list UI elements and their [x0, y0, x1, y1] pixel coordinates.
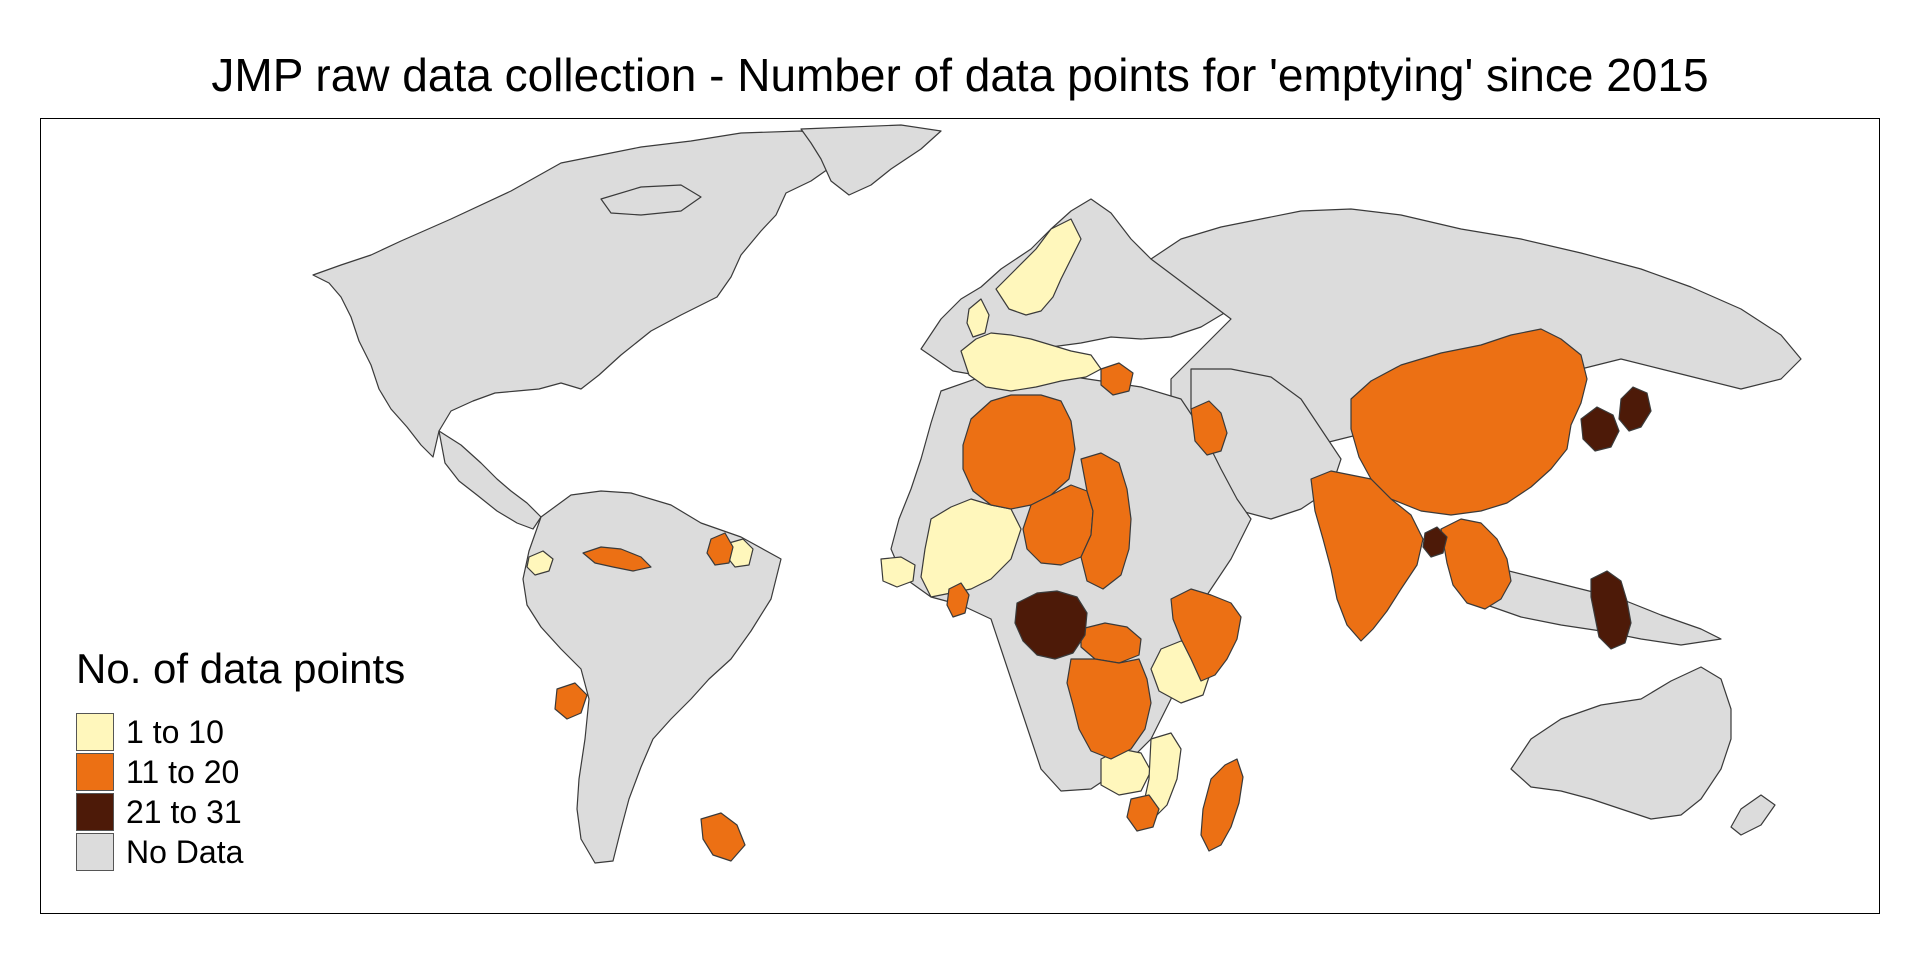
- region-bangladesh: [1422, 526, 1448, 558]
- region-belarus: [1100, 362, 1134, 396]
- legend-item-mid: 11 to 20: [76, 752, 405, 792]
- region-nigeria: [1014, 590, 1088, 660]
- legend-item-low: 1 to 10: [76, 712, 405, 752]
- region-ethiopia-somalia: [1170, 588, 1242, 682]
- map-frame: [40, 118, 1880, 914]
- legend-item-high: 21 to 31: [76, 792, 405, 832]
- legend-swatch-mid: [76, 753, 114, 791]
- region-chad: [1080, 452, 1132, 590]
- region-new-zealand: [1730, 794, 1776, 836]
- region-senegal-gambia: [880, 556, 916, 588]
- region-guyana: [706, 532, 734, 566]
- region-zimbabwe: [1126, 794, 1160, 832]
- legend-swatch-high: [76, 793, 114, 831]
- region-ghana: [946, 582, 970, 618]
- legend: No. of data points 1 to 10 11 to 20 21 t…: [76, 648, 405, 872]
- world-map: [312, 124, 1802, 864]
- region-uk: [966, 298, 990, 338]
- region-ecuador: [554, 682, 588, 720]
- region-south-america: [522, 490, 782, 864]
- legend-swatch-low: [76, 713, 114, 751]
- region-cuba: [582, 546, 652, 572]
- region-algeria: [962, 394, 1076, 510]
- region-mozambique: [1142, 732, 1182, 820]
- region-india: [1310, 470, 1424, 642]
- legend-label-low: 1 to 10: [126, 713, 224, 750]
- region-philippines: [1590, 570, 1632, 650]
- region-paraguay: [700, 812, 746, 862]
- region-arctic-islands: [600, 184, 702, 216]
- legend-title: No. of data points: [76, 645, 406, 692]
- region-se-asia-islands: [1460, 558, 1722, 646]
- region-guatemala-honduras: [526, 550, 554, 576]
- region-japan-korea: [1580, 386, 1652, 452]
- region-iraq: [1190, 400, 1228, 456]
- region-central-african-republic: [1080, 622, 1142, 664]
- region-central-america: [438, 430, 542, 530]
- region-scandinavia: [995, 218, 1082, 316]
- region-australia: [1510, 666, 1732, 820]
- region-dr-congo: [1066, 658, 1152, 760]
- legend-item-nodata: No Data: [76, 832, 405, 872]
- region-southeast-asia: [1440, 518, 1512, 610]
- legend-label-high: 21 to 31: [126, 793, 242, 830]
- region-madagascar: [1200, 758, 1244, 852]
- region-north-america: [312, 130, 862, 458]
- region-greenland: [800, 124, 942, 196]
- legend-label-nodata: No Data: [126, 833, 244, 870]
- legend-label-mid: 11 to 20: [126, 753, 240, 790]
- map-title: JMP raw data collection - Number of data…: [211, 49, 1709, 101]
- region-mali: [920, 498, 1022, 598]
- region-western-europe: [960, 332, 1102, 392]
- legend-swatch-nodata: [76, 833, 114, 871]
